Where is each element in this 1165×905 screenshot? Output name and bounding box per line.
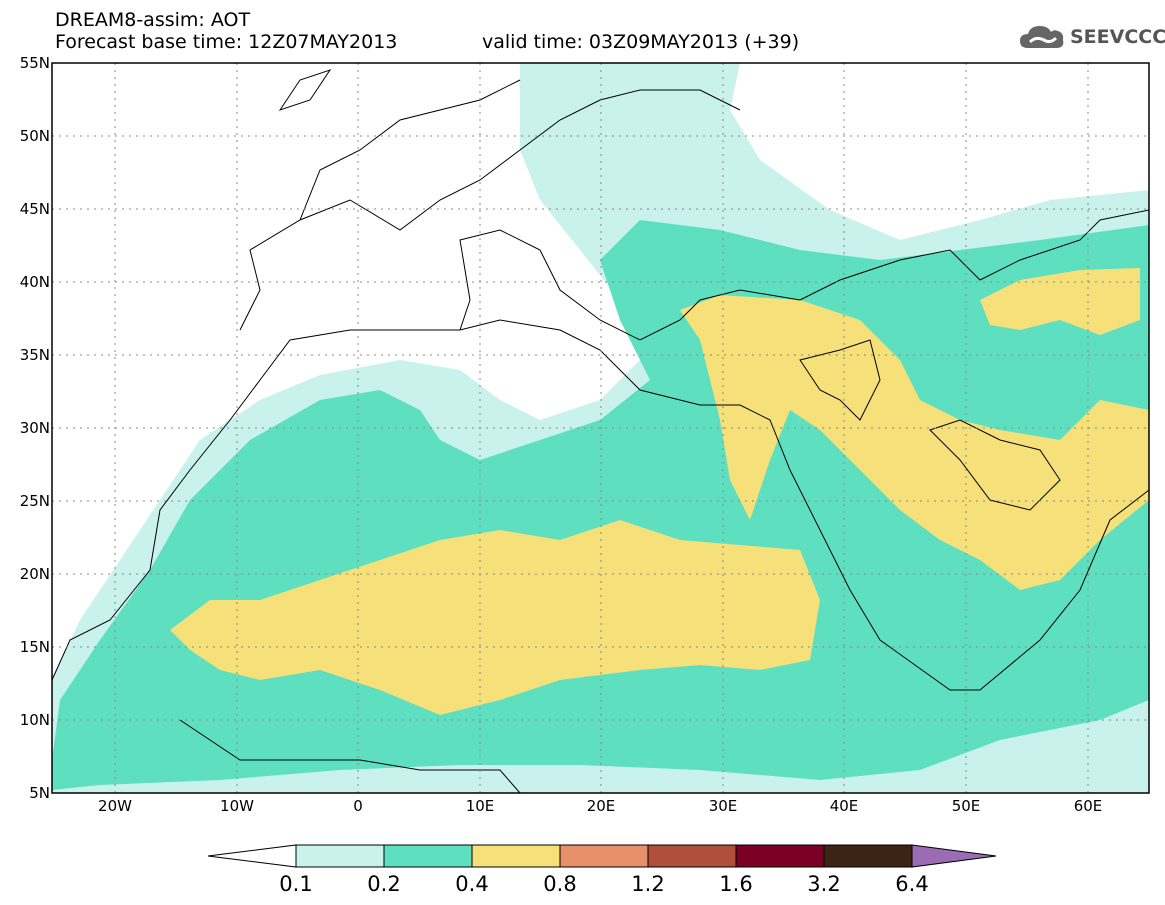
valid-time-label: valid time: 03Z09MAY2013 (+39) <box>482 31 800 53</box>
legend-value: 3.2 <box>807 872 841 896</box>
colorbar-box-5 <box>647 844 737 868</box>
lon-label: 20W <box>98 797 132 815</box>
lon-label: 0 <box>353 797 363 815</box>
lat-label: 45N <box>19 200 50 218</box>
lon-label: 20E <box>586 797 616 815</box>
lon-label: 40E <box>829 797 859 815</box>
colorbar-box-6 <box>735 844 825 868</box>
cloud-icon <box>1020 26 1064 48</box>
colorbar-over-arrow <box>911 844 997 868</box>
legend-value: 6.4 <box>895 872 929 896</box>
legend-value: 0.4 <box>455 872 489 896</box>
colorbar-under-arrow <box>207 844 297 868</box>
colorbar-box-2 <box>383 844 473 868</box>
lat-label: 50N <box>19 127 50 145</box>
map-frame <box>51 62 1150 794</box>
logo-text: SEEVCCC <box>1070 26 1165 48</box>
lon-label: 30E <box>708 797 738 815</box>
lat-label: 20N <box>19 565 50 583</box>
lon-label: 50E <box>951 797 981 815</box>
aot-band-0.4-sahel <box>170 520 820 715</box>
lat-label: 30N <box>19 419 50 437</box>
seevccc-logo: SEEVCCC <box>1018 22 1165 52</box>
legend-value: 0.2 <box>367 872 401 896</box>
colorbar-box-3 <box>471 844 561 868</box>
legend-value: 0.1 <box>279 872 313 896</box>
colorbar-box-4 <box>559 844 649 868</box>
colorbar-box-7 <box>823 844 913 868</box>
coastlines <box>51 69 1150 794</box>
base-time-label: Forecast base time: 12Z07MAY2013 <box>55 31 398 53</box>
lat-label: 5N <box>29 784 50 802</box>
legend-value: 0.8 <box>543 872 577 896</box>
aot-band-0.4-east <box>980 268 1140 335</box>
lat-label: 40N <box>19 273 50 291</box>
lon-label: 60E <box>1073 797 1103 815</box>
legend-value: 1.6 <box>719 872 753 896</box>
colorbar <box>207 844 997 868</box>
lon-label: 10W <box>220 797 254 815</box>
legend-value: 1.2 <box>631 872 665 896</box>
colorbar-box-1 <box>295 844 385 868</box>
chart-title: DREAM8-assim: AOT <box>55 9 251 31</box>
lon-label: 10E <box>465 797 495 815</box>
lat-label: 10N <box>19 711 50 729</box>
graticule <box>52 63 1149 793</box>
lat-label: 35N <box>19 346 50 364</box>
aot-band-0.4-north <box>680 295 1149 590</box>
lat-label: 25N <box>19 492 50 510</box>
lat-label: 55N <box>19 54 50 72</box>
lat-label: 15N <box>19 638 50 656</box>
